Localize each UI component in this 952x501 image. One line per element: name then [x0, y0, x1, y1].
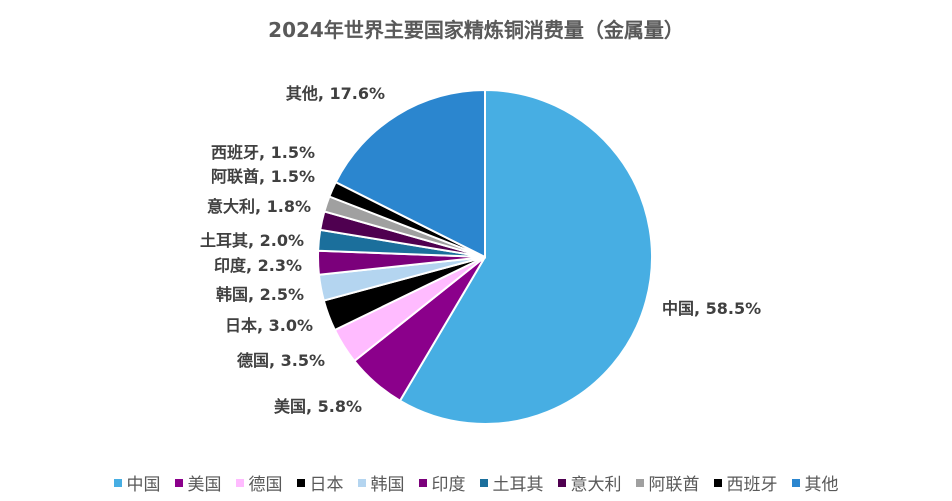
legend-label: 阿联酋 — [648, 475, 700, 495]
data-label: 意大利, 1.8% — [207, 197, 311, 216]
legend-item: 日本 — [296, 470, 344, 495]
data-label: 印度, 2.3% — [214, 256, 302, 275]
legend-swatch — [479, 478, 488, 487]
legend-item: 其他 — [791, 470, 839, 495]
legend-item: 西班牙 — [713, 470, 778, 495]
legend-label: 日本 — [309, 475, 344, 495]
legend-item: 阿联酋 — [635, 470, 700, 495]
data-label: 德国, 3.5% — [237, 351, 325, 370]
legend-label: 意大利 — [570, 475, 622, 495]
legend-label: 中国 — [126, 475, 161, 495]
legend: 中国 美国 德国 日本 韩国 印度 土耳其 意大利 阿联酋 西班牙 其他 — [0, 470, 952, 495]
legend-swatch — [791, 478, 800, 487]
legend-swatch — [113, 478, 122, 487]
legend-label: 其他 — [804, 475, 839, 495]
pie-slice-0 — [398, 88, 653, 425]
data-label: 日本, 3.0% — [225, 316, 313, 335]
legend-swatch — [296, 478, 305, 487]
legend-item: 中国 — [113, 470, 161, 495]
legend-swatch — [635, 478, 644, 487]
legend-label: 美国 — [187, 475, 222, 495]
legend-swatch — [357, 478, 366, 487]
legend-label: 韩国 — [370, 475, 405, 495]
legend-swatch — [557, 478, 566, 487]
data-label: 其他, 17.6% — [286, 84, 385, 103]
data-label: 美国, 5.8% — [274, 397, 362, 416]
data-label: 中国, 58.5% — [662, 299, 761, 318]
legend-swatch — [174, 478, 183, 487]
legend-item: 土耳其 — [479, 470, 544, 495]
chart-title: 2024年世界主要国家精炼铜消费量（金属量） — [268, 18, 684, 42]
legend-label: 西班牙 — [726, 475, 778, 495]
legend-swatch — [418, 478, 427, 487]
legend-item: 印度 — [418, 470, 466, 495]
legend-item: 美国 — [174, 470, 222, 495]
data-label: 西班牙, 1.5% — [211, 143, 315, 162]
legend-item: 意大利 — [557, 470, 622, 495]
legend-label: 德国 — [248, 475, 283, 495]
legend-label: 土耳其 — [492, 475, 544, 495]
data-label: 阿联酋, 1.5% — [211, 167, 315, 186]
legend-item: 韩国 — [357, 470, 405, 495]
legend-label: 印度 — [431, 475, 466, 495]
legend-swatch — [235, 478, 244, 487]
data-label: 韩国, 2.5% — [216, 285, 304, 304]
pie-slice-10 — [334, 88, 486, 259]
legend-item: 德国 — [235, 470, 283, 495]
data-label: 土耳其, 2.0% — [200, 231, 304, 250]
legend-swatch — [713, 478, 722, 487]
